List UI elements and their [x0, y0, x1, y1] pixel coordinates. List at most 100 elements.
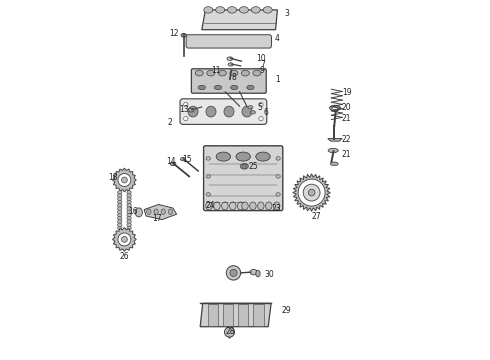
Circle shape: [184, 102, 188, 107]
Text: 2: 2: [167, 118, 172, 127]
Text: 21: 21: [342, 150, 351, 158]
Ellipse shape: [127, 213, 131, 217]
Circle shape: [184, 117, 188, 121]
Text: 22: 22: [342, 135, 351, 144]
Text: 4: 4: [275, 35, 280, 44]
Bar: [238, 304, 248, 326]
Ellipse shape: [266, 202, 272, 210]
Ellipse shape: [127, 223, 131, 227]
FancyBboxPatch shape: [192, 69, 266, 93]
Ellipse shape: [127, 200, 131, 204]
Text: 30: 30: [265, 270, 274, 279]
Text: 19: 19: [342, 89, 351, 98]
Ellipse shape: [230, 70, 238, 76]
Ellipse shape: [118, 197, 122, 201]
Ellipse shape: [118, 204, 122, 207]
Ellipse shape: [256, 152, 270, 161]
Ellipse shape: [214, 202, 220, 210]
Ellipse shape: [238, 202, 244, 210]
Ellipse shape: [206, 175, 210, 178]
Circle shape: [259, 117, 263, 121]
Ellipse shape: [206, 157, 210, 160]
Circle shape: [242, 164, 246, 168]
Ellipse shape: [118, 220, 122, 223]
Ellipse shape: [263, 7, 272, 13]
Ellipse shape: [236, 152, 250, 161]
Ellipse shape: [206, 106, 216, 117]
Text: 23: 23: [272, 204, 281, 213]
Text: 8: 8: [231, 73, 236, 82]
Ellipse shape: [256, 270, 260, 277]
Ellipse shape: [127, 204, 131, 207]
Ellipse shape: [231, 85, 238, 90]
FancyBboxPatch shape: [186, 35, 271, 48]
Circle shape: [303, 184, 320, 201]
Circle shape: [118, 174, 131, 186]
Ellipse shape: [328, 148, 338, 153]
Ellipse shape: [180, 158, 186, 161]
Bar: [208, 304, 218, 326]
Polygon shape: [293, 174, 330, 211]
Text: 29: 29: [282, 306, 291, 315]
Ellipse shape: [224, 106, 234, 117]
Ellipse shape: [181, 33, 187, 37]
Polygon shape: [202, 10, 277, 30]
Circle shape: [298, 179, 325, 206]
Circle shape: [122, 237, 127, 242]
Ellipse shape: [219, 70, 226, 76]
FancyBboxPatch shape: [204, 146, 283, 211]
Text: 20: 20: [342, 103, 351, 112]
Ellipse shape: [206, 202, 212, 210]
Polygon shape: [328, 139, 342, 141]
Circle shape: [230, 269, 237, 276]
Ellipse shape: [169, 209, 172, 214]
Polygon shape: [113, 228, 136, 251]
Text: 16: 16: [128, 207, 138, 216]
Circle shape: [226, 266, 241, 280]
Ellipse shape: [250, 269, 257, 275]
Ellipse shape: [227, 77, 233, 81]
Ellipse shape: [228, 63, 233, 66]
Circle shape: [118, 233, 131, 246]
Ellipse shape: [196, 70, 203, 76]
Ellipse shape: [188, 106, 198, 117]
Text: 17: 17: [152, 215, 162, 223]
Ellipse shape: [240, 7, 248, 13]
Text: 26: 26: [120, 252, 129, 261]
Ellipse shape: [170, 162, 176, 166]
Circle shape: [224, 327, 235, 337]
Ellipse shape: [273, 202, 280, 210]
Ellipse shape: [276, 157, 280, 160]
Ellipse shape: [229, 202, 236, 210]
Polygon shape: [144, 204, 176, 220]
Ellipse shape: [127, 210, 131, 214]
Ellipse shape: [135, 208, 143, 217]
Ellipse shape: [221, 202, 228, 210]
Ellipse shape: [240, 164, 248, 169]
Polygon shape: [113, 168, 136, 192]
Ellipse shape: [332, 107, 338, 109]
Ellipse shape: [198, 85, 205, 90]
Ellipse shape: [118, 223, 122, 227]
Text: 7: 7: [260, 60, 265, 69]
Ellipse shape: [127, 220, 131, 223]
Ellipse shape: [118, 200, 122, 204]
Ellipse shape: [161, 209, 166, 214]
Ellipse shape: [227, 7, 237, 13]
Ellipse shape: [127, 216, 131, 220]
Text: 25: 25: [248, 162, 258, 171]
Ellipse shape: [118, 207, 122, 211]
Text: 18: 18: [108, 173, 117, 182]
Ellipse shape: [228, 333, 231, 338]
Polygon shape: [200, 303, 271, 327]
Ellipse shape: [147, 209, 151, 214]
Bar: [253, 304, 264, 326]
Ellipse shape: [248, 106, 253, 109]
Ellipse shape: [227, 57, 233, 60]
Text: 14: 14: [167, 157, 176, 166]
Text: 9: 9: [260, 67, 265, 76]
FancyBboxPatch shape: [180, 99, 267, 125]
Text: 15: 15: [183, 155, 192, 163]
Ellipse shape: [206, 193, 210, 196]
Ellipse shape: [127, 197, 131, 201]
